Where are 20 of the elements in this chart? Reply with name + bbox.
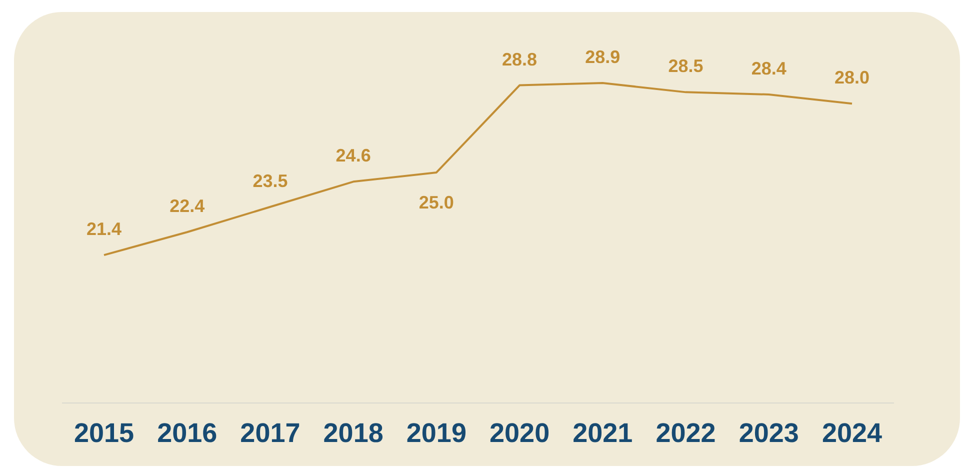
x-tick-label: 2020 <box>490 418 550 448</box>
data-label: 21.4 <box>86 219 122 240</box>
data-label: 24.6 <box>336 146 371 166</box>
x-tick-label: 2024 <box>822 418 882 448</box>
data-label: 28.0 <box>834 68 870 88</box>
x-tick-label: 2016 <box>157 418 218 448</box>
data-label: 22.4 <box>170 196 205 216</box>
x-tick-label: 2015 <box>74 418 134 448</box>
x-tick-label: 2023 <box>738 418 799 448</box>
data-label: 23.5 <box>252 170 288 191</box>
x-tick-label: 2017 <box>240 418 300 448</box>
x-tick-label: 2021 <box>572 418 633 448</box>
x-tick-label: 2019 <box>406 418 466 448</box>
data-label: 28.9 <box>585 47 620 68</box>
data-label: 28.8 <box>502 49 538 70</box>
data-label: 25.0 <box>418 192 454 212</box>
data-label: 28.5 <box>668 56 704 76</box>
x-tick-label: 2018 <box>323 418 384 448</box>
x-tick-label: 2022 <box>656 418 716 448</box>
data-label: 28.4 <box>751 58 786 78</box>
